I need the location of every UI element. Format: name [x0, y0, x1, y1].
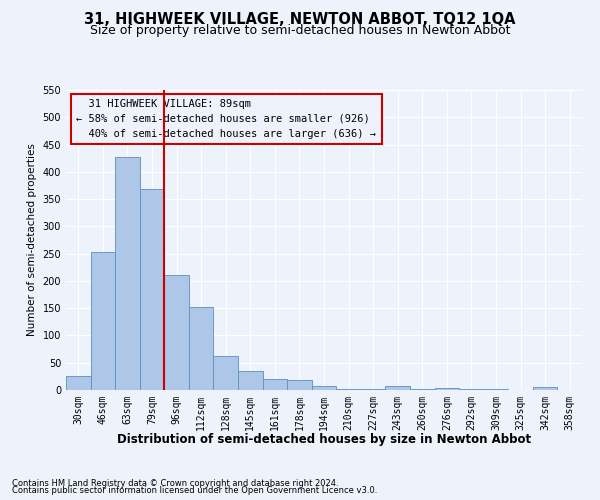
Text: 31 HIGHWEEK VILLAGE: 89sqm
← 58% of semi-detached houses are smaller (926)
  40%: 31 HIGHWEEK VILLAGE: 89sqm ← 58% of semi… — [76, 99, 376, 138]
Bar — [91, 252, 115, 390]
Text: Contains public sector information licensed under the Open Government Licence v3: Contains public sector information licen… — [12, 486, 377, 495]
Bar — [189, 307, 214, 390]
Text: Contains HM Land Registry data © Crown copyright and database right 2024.: Contains HM Land Registry data © Crown c… — [12, 478, 338, 488]
Bar — [287, 380, 312, 390]
Text: 31, HIGHWEEK VILLAGE, NEWTON ABBOT, TQ12 1QA: 31, HIGHWEEK VILLAGE, NEWTON ABBOT, TQ12… — [84, 12, 516, 28]
Bar — [164, 276, 189, 390]
X-axis label: Distribution of semi-detached houses by size in Newton Abbot: Distribution of semi-detached houses by … — [117, 433, 531, 446]
Bar — [115, 156, 140, 390]
Bar — [385, 386, 410, 390]
Bar — [238, 372, 263, 390]
Bar — [214, 356, 238, 390]
Bar — [533, 386, 557, 390]
Bar — [263, 378, 287, 390]
Text: Size of property relative to semi-detached houses in Newton Abbot: Size of property relative to semi-detach… — [90, 24, 510, 37]
Bar — [312, 386, 336, 390]
Bar — [140, 190, 164, 390]
Bar — [66, 376, 91, 390]
Y-axis label: Number of semi-detached properties: Number of semi-detached properties — [27, 144, 37, 336]
Bar — [434, 388, 459, 390]
